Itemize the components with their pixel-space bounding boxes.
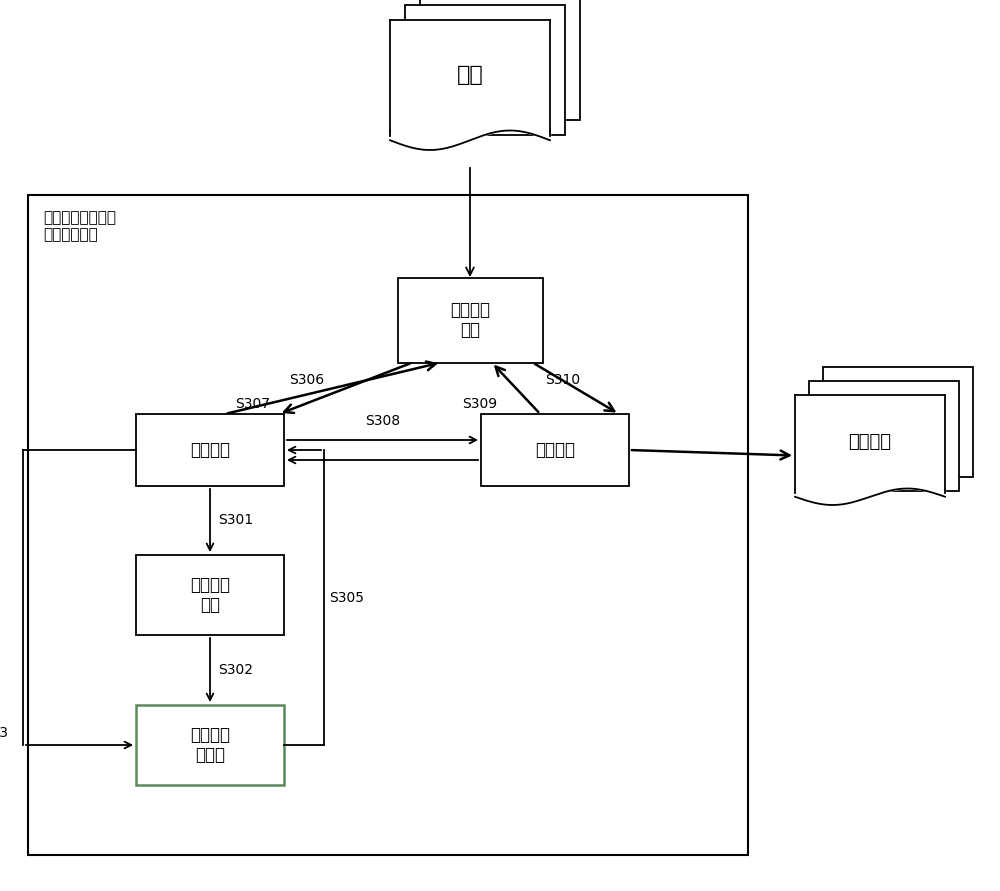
Bar xyxy=(795,395,945,488)
Text: S301: S301 xyxy=(218,513,253,527)
Text: S308: S308 xyxy=(365,414,400,428)
Text: S306: S306 xyxy=(289,372,324,387)
Bar xyxy=(420,0,580,120)
Text: S309: S309 xyxy=(462,397,497,412)
Text: 模型模块: 模型模块 xyxy=(190,441,230,459)
Text: 自适应调
整模块: 自适应调 整模块 xyxy=(190,725,230,764)
Text: 决策模块: 决策模块 xyxy=(535,441,575,459)
Bar xyxy=(398,277,542,363)
Text: S310: S310 xyxy=(545,372,580,387)
Text: S302: S302 xyxy=(218,663,253,677)
Bar xyxy=(809,381,959,491)
Text: S307: S307 xyxy=(235,397,270,412)
Text: 模型监控
模块: 模型监控 模块 xyxy=(190,576,230,615)
Text: 数据存储
模块: 数据存储 模块 xyxy=(450,300,490,339)
Bar xyxy=(136,555,284,635)
Text: 决策输出: 决策输出 xyxy=(848,433,892,451)
Bar xyxy=(390,20,550,130)
Text: S303: S303 xyxy=(0,726,8,740)
Bar xyxy=(823,367,973,477)
Bar xyxy=(405,5,565,135)
Bar xyxy=(136,414,284,486)
Text: 本申请实施例中的
风控决策装置: 本申请实施例中的 风控决策装置 xyxy=(43,210,116,242)
Bar xyxy=(481,414,629,486)
Text: 数据: 数据 xyxy=(457,65,483,86)
Bar xyxy=(136,705,284,785)
Bar xyxy=(28,195,748,855)
Text: S305: S305 xyxy=(329,591,364,604)
